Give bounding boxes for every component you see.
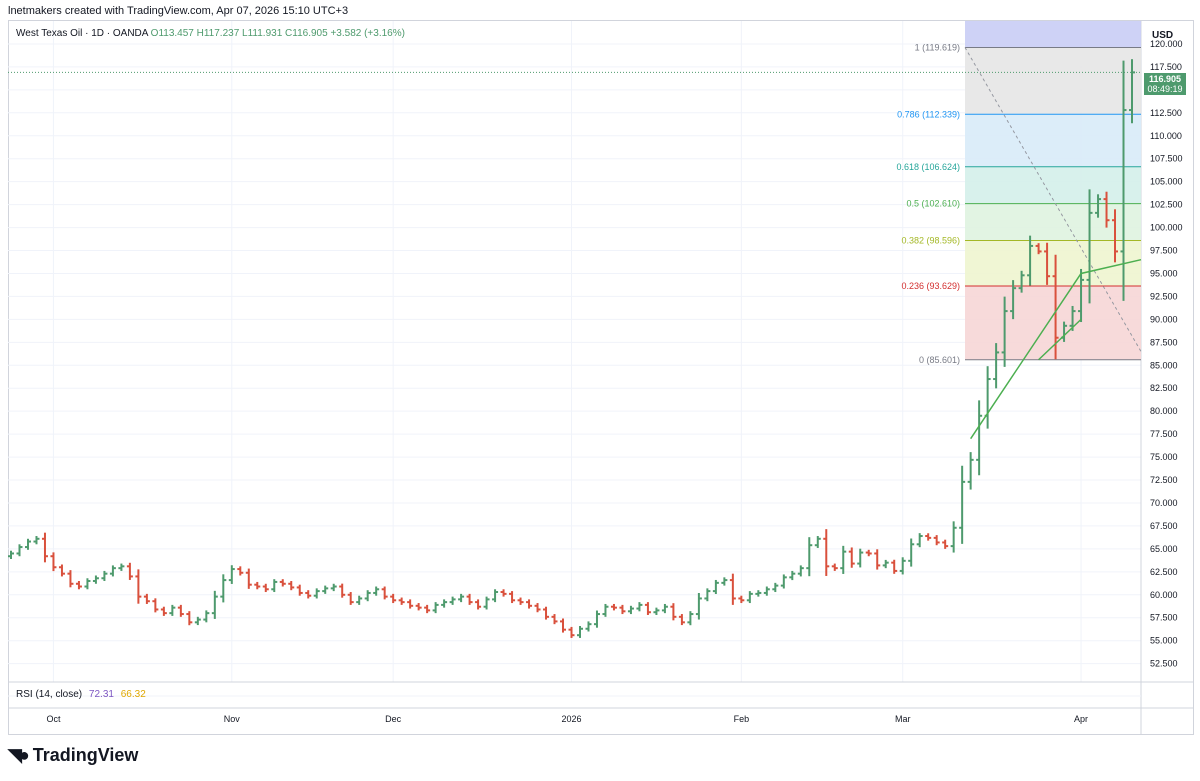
symbol-name[interactable]: West Texas Oil · 1D · OANDA: [16, 28, 148, 39]
trend-line: [970, 258, 1142, 440]
y-tick-label: 112.500: [1150, 108, 1182, 118]
y-tick-label: 97.500: [1150, 246, 1178, 256]
y-tick-label: 90.000: [1150, 314, 1178, 324]
chart-frame: [8, 20, 1194, 735]
last-price: 116.905: [1148, 74, 1182, 84]
symbol-legend: West Texas Oil · 1D · OANDA O113.457 H11…: [16, 28, 405, 39]
x-tick-label: Oct: [46, 714, 61, 724]
tradingview-icon: ◥●: [8, 745, 30, 765]
bar-countdown: 08:49:19: [1147, 84, 1183, 94]
x-tick-label: 2026: [561, 714, 581, 724]
y-tick-label: 117.500: [1150, 62, 1182, 72]
y-tick-label: 67.500: [1150, 521, 1178, 531]
rsi-value: 72.31: [88, 689, 114, 700]
last-price-badge: 116.905 08:49:19: [1144, 73, 1186, 95]
fib-band: [965, 21, 1141, 48]
y-tick-label: 120.000: [1150, 39, 1183, 49]
fib-band: [965, 114, 1141, 167]
fib-level-label: 0.382 (98.596): [901, 235, 960, 245]
y-tick-label: 75.000: [1150, 452, 1178, 462]
x-tick-label: Mar: [895, 714, 911, 724]
y-tick-label: 52.500: [1150, 659, 1178, 669]
trend-line: [1038, 318, 1082, 361]
y-tick-label: 70.000: [1150, 498, 1178, 508]
y-tick-label: 55.000: [1150, 636, 1178, 646]
y-tick-label: 80.000: [1150, 406, 1178, 416]
ohlc-values: O113.457 H117.237 L111.931 C116.905 +3.5…: [150, 28, 405, 39]
y-tick-label: 100.000: [1150, 223, 1183, 233]
y-tick-label: 87.500: [1150, 337, 1178, 347]
fib-band: [965, 203, 1141, 241]
y-tick-label: 92.500: [1150, 291, 1178, 301]
fib-band: [965, 47, 1141, 115]
fib-band: [965, 240, 1141, 287]
y-tick-label: 110.000: [1150, 131, 1182, 141]
x-tick-label: Apr: [1074, 714, 1088, 724]
rsi-label: RSI (14, close): [16, 689, 83, 700]
fib-level-label: 0.786 (112.339): [897, 109, 960, 119]
x-tick-label: Dec: [385, 714, 402, 724]
fib-band: [965, 166, 1141, 204]
y-tick-label: 60.000: [1150, 590, 1178, 600]
y-tick-label: 82.500: [1150, 383, 1178, 393]
fib-trend-line: [964, 47, 1142, 352]
x-tick-label: Nov: [224, 714, 241, 724]
y-tick-label: 105.000: [1150, 177, 1183, 187]
y-tick-label: 95.000: [1150, 268, 1178, 278]
y-tick-label: 102.500: [1150, 200, 1183, 210]
fib-level-label: 0 (85.601): [919, 355, 960, 365]
fib-level-label: 0.618 (106.624): [896, 162, 960, 172]
fib-level-label: 1 (119.619): [915, 42, 960, 52]
rsi-legend[interactable]: RSI (14, close) 72.31 66.32: [16, 689, 146, 700]
chart-credit: lnetmakers created with TradingView.com,…: [8, 5, 349, 17]
tradingview-brand: TradingView: [32, 745, 139, 765]
rsi-ma-value: 66.32: [120, 689, 146, 700]
y-tick-label: 107.500: [1150, 154, 1183, 164]
y-tick-label: 85.000: [1150, 360, 1178, 370]
chart[interactable]: 52.500 55.000 57.500 60.000 62.500 65.000 67.5…: [0, 0, 1200, 745]
fib-level-label: 0.236 (93.629): [901, 281, 960, 291]
tradingview-logo[interactable]: ◥● TradingView: [8, 745, 138, 766]
fib-band: [965, 286, 1141, 360]
y-tick-label: 77.500: [1150, 429, 1178, 439]
currency-label[interactable]: USD: [1152, 30, 1174, 41]
y-tick-label: 72.500: [1150, 475, 1178, 485]
x-tick-label: Feb: [734, 714, 750, 724]
y-tick-label: 65.000: [1150, 544, 1178, 554]
y-tick-label: 62.500: [1150, 567, 1178, 577]
fib-level-label: 0.5 (102.610): [906, 199, 960, 209]
y-tick-label: 57.500: [1150, 613, 1178, 623]
